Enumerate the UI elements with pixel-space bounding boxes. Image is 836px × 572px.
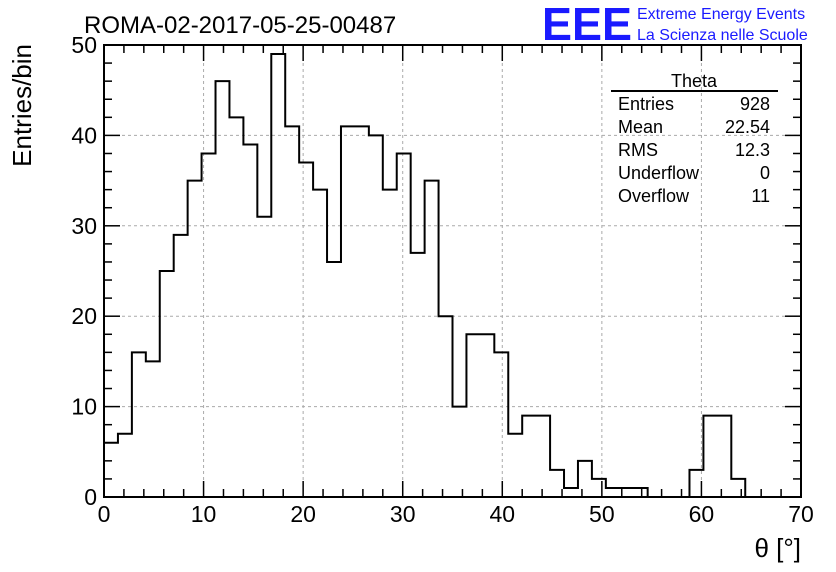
stats-box: Theta Entries 928 Mean 22.54 RMS 12.3 Un… (611, 71, 778, 206)
y-tick-label: 10 (71, 394, 97, 420)
x-tick-label: 0 (98, 501, 111, 527)
stats-label-underflow: Underflow (618, 163, 700, 183)
x-tick-labels: 0 10 20 30 40 50 60 70 (98, 501, 814, 527)
plot-frame-rect (103, 44, 802, 498)
stats-value-mean: 22.54 (725, 117, 770, 137)
y-tick-label: 20 (71, 303, 97, 329)
stats-label-rms: RMS (618, 140, 658, 160)
x-tick-label: 70 (788, 501, 814, 527)
x-tick-label: 50 (589, 501, 615, 527)
x-tick-label: 20 (290, 501, 316, 527)
stats-title: Theta (671, 71, 718, 91)
plot-frame (103, 44, 802, 498)
stats-label-overflow: Overflow (618, 186, 690, 206)
x-tick-label: 10 (191, 501, 217, 527)
x-tick-label: 40 (489, 501, 515, 527)
stats-value-rms: 12.3 (735, 140, 770, 160)
y-tick-label: 0 (84, 484, 97, 510)
eee-logo: EEE Extreme Energy Events La Scienza nel… (542, 0, 808, 50)
stats-value-entries: 928 (740, 94, 770, 114)
eee-logo-mark: EEE (542, 0, 632, 50)
stats-value-underflow: 0 (760, 163, 770, 183)
y-tick-label: 40 (71, 122, 97, 148)
stats-value-overflow: 11 (751, 186, 770, 206)
y-axis-label: Entries/bin (7, 44, 37, 167)
axis-ticks (103, 44, 802, 498)
y-tick-label: 30 (71, 213, 97, 239)
stats-label-mean: Mean (618, 117, 663, 137)
run-title: ROMA-02-2017-05-25-00487 (84, 12, 396, 39)
x-axis-label: θ [°] (754, 533, 801, 563)
stats-label-entries: Entries (618, 94, 674, 114)
x-tick-label: 30 (390, 501, 416, 527)
eee-logo-line2: La Scienza nelle Scuole (637, 27, 808, 44)
eee-logo-line1: Extreme Energy Events (637, 6, 805, 23)
y-tick-labels: 0 10 20 30 40 50 (71, 32, 97, 510)
x-tick-label: 60 (689, 501, 715, 527)
y-tick-label: 50 (71, 32, 97, 58)
